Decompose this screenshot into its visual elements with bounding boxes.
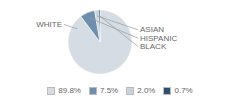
svg-text:BLACK: BLACK <box>140 42 167 51</box>
html-text:7.5%: 7.5% <box>100 86 119 95</box>
html-text:89.8%: 89.8% <box>58 86 81 95</box>
html-text:0.7%: 0.7% <box>174 86 193 95</box>
html-text:2.0%: 2.0% <box>137 86 156 95</box>
svg-text:HISPANIC: HISPANIC <box>140 33 178 43</box>
svg-text:ASIAN: ASIAN <box>140 25 164 34</box>
svg-text:WHITE: WHITE <box>36 20 62 29</box>
